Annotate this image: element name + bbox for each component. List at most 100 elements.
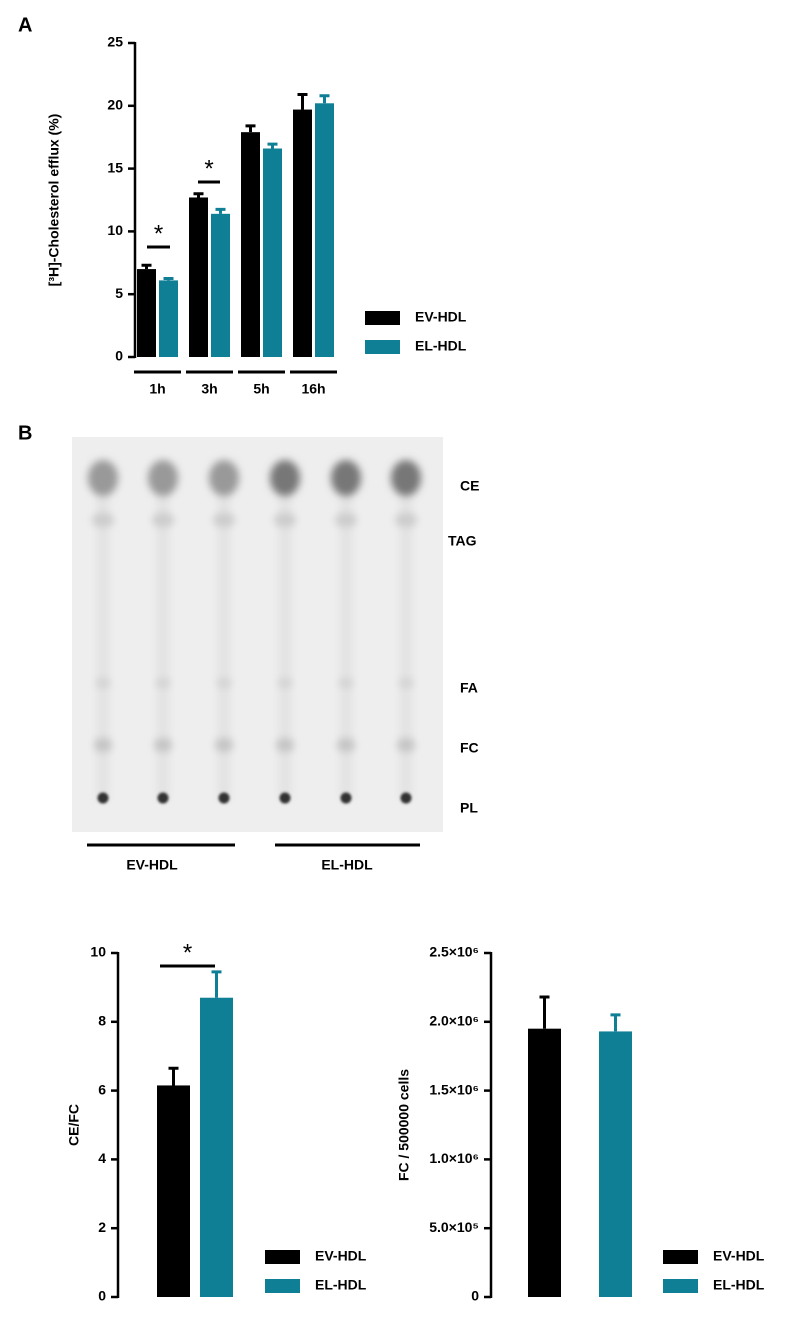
y-tick-label: 20 (107, 97, 123, 113)
spot (331, 460, 361, 496)
tlc-plate (72, 437, 443, 832)
y-tick-label: 0 (98, 1288, 106, 1304)
spot (337, 738, 355, 752)
spot (397, 738, 415, 752)
legend-label: EV-HDL (315, 1248, 367, 1264)
bar (200, 997, 233, 1297)
y-tick-label: 1.5×10⁶ (429, 1081, 479, 1097)
y-tick-label: 5.0×10⁵ (429, 1219, 479, 1235)
spot (339, 678, 353, 688)
x-tick-label: 1h (149, 381, 165, 397)
spot (391, 460, 421, 496)
panel-label: B (18, 422, 32, 444)
y-tick-label: 0 (115, 348, 123, 364)
y-tick-label: 5 (115, 285, 123, 301)
spot (209, 460, 239, 496)
legend-swatch (365, 311, 400, 325)
bar (241, 132, 260, 357)
legend-label: EL-HDL (713, 1277, 765, 1293)
x-tick-label: 16h (301, 381, 325, 397)
spot (399, 678, 413, 688)
legend-label: EL-HDL (315, 1277, 367, 1293)
spot (278, 678, 292, 688)
y-tick-label: 4 (98, 1150, 106, 1166)
bar (159, 280, 178, 357)
band-label: PL (460, 800, 478, 816)
lane-streak (400, 470, 412, 800)
bar (211, 213, 230, 357)
error-bar (211, 970, 222, 998)
error-bar (245, 124, 256, 133)
spot (276, 738, 294, 752)
band-label: FA (460, 680, 478, 696)
band-label: TAG (448, 533, 477, 549)
error-bar (267, 142, 278, 149)
significance-star: * (154, 220, 163, 247)
error-bar (319, 94, 330, 104)
spot (270, 460, 300, 496)
spot (156, 678, 170, 688)
lane-streak (97, 470, 109, 800)
spot (335, 513, 357, 527)
spot (97, 792, 109, 804)
error-bar (163, 277, 174, 281)
y-axis-label: CE/FC (66, 1104, 82, 1146)
spot (157, 792, 169, 804)
spot (395, 513, 417, 527)
bar (315, 103, 334, 358)
error-bar (215, 207, 226, 214)
lane-streak (340, 470, 352, 800)
bar (263, 148, 282, 357)
group-label: EV-HDL (126, 857, 178, 873)
error-bar (297, 92, 308, 110)
spot (274, 513, 296, 527)
bar (157, 1085, 190, 1297)
group-label: EL-HDL (321, 857, 373, 873)
legend-label: EV-HDL (713, 1248, 765, 1264)
spot (217, 678, 231, 688)
error-bar (539, 995, 550, 1029)
spot (154, 738, 172, 752)
spot (215, 738, 233, 752)
y-tick-label: 8 (98, 1013, 106, 1029)
plate (72, 437, 443, 832)
legend-label: EL-HDL (415, 338, 467, 354)
spot (218, 792, 230, 804)
spot (340, 792, 352, 804)
legend-label: EV-HDL (415, 309, 467, 325)
bar (189, 197, 208, 357)
y-tick-label: 10 (90, 944, 106, 960)
significance-star: * (204, 155, 213, 182)
spot (88, 460, 118, 496)
legend-swatch (663, 1250, 698, 1264)
error-bar (168, 1066, 179, 1086)
y-tick-label: 2.0×10⁶ (429, 1013, 479, 1029)
y-tick-label: 6 (98, 1081, 106, 1097)
band-label: CE (460, 478, 479, 494)
legend-swatch (365, 340, 400, 354)
bar (528, 1028, 561, 1297)
band-label: FC (460, 740, 479, 756)
spot (94, 738, 112, 752)
error-bar (141, 263, 152, 270)
spot (279, 792, 291, 804)
error-bar (610, 1013, 621, 1032)
bar (137, 269, 156, 357)
panel-label: A (18, 14, 32, 36)
legend-swatch (265, 1279, 300, 1293)
lane-streak (218, 470, 230, 800)
spot (213, 513, 235, 527)
spot (148, 460, 178, 496)
y-tick-label: 1.0×10⁶ (429, 1150, 479, 1166)
spot (152, 513, 174, 527)
legend-swatch (663, 1279, 698, 1293)
y-tick-label: 2 (98, 1219, 106, 1235)
error-bar (193, 192, 204, 198)
x-tick-label: 3h (201, 381, 217, 397)
y-tick-label: 15 (107, 159, 123, 175)
y-axis-label: FC / 500000 cells (396, 1069, 412, 1181)
y-axis-label: [³H]-Cholesterol efflux (%) (46, 114, 62, 287)
spot (92, 513, 114, 527)
legend-swatch (265, 1250, 300, 1264)
